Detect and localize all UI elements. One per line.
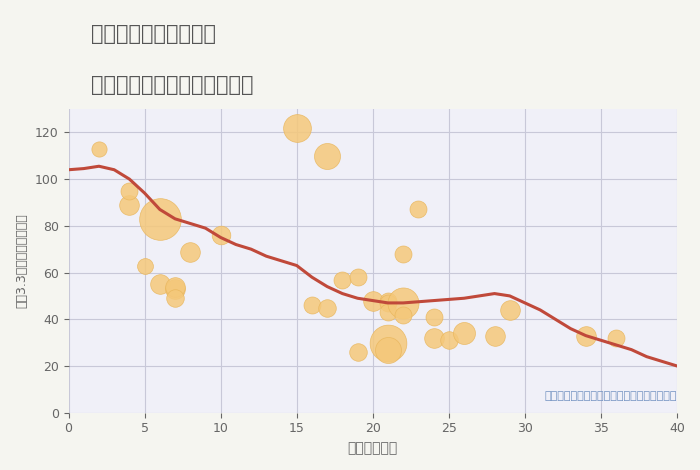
Point <box>428 334 440 342</box>
Point <box>124 187 135 195</box>
Point <box>504 306 515 313</box>
Point <box>352 274 363 281</box>
Point <box>489 332 500 339</box>
Point <box>382 346 393 353</box>
Point <box>139 262 150 269</box>
Point <box>321 152 332 159</box>
Point <box>398 299 409 306</box>
Point <box>169 285 181 293</box>
Point <box>458 329 470 337</box>
Text: 円の大きさは、取引のあった物件面積を示す: 円の大きさは、取引のあった物件面積を示す <box>545 391 677 400</box>
Point <box>382 297 393 305</box>
Point <box>428 313 440 321</box>
Y-axis label: 坪（3.3㎡）単価（万円）: 坪（3.3㎡）単価（万円） <box>15 213 28 308</box>
Point <box>443 337 454 344</box>
X-axis label: 築年数（年）: 築年数（年） <box>348 441 398 455</box>
Point <box>368 297 379 305</box>
Point <box>154 215 165 223</box>
Point <box>307 301 318 309</box>
Point <box>580 332 592 339</box>
Point <box>352 348 363 356</box>
Point <box>215 231 226 239</box>
Point <box>610 334 622 342</box>
Point <box>382 299 393 306</box>
Text: 三重県四日市市高見台: 三重県四日市市高見台 <box>91 24 216 44</box>
Point <box>169 295 181 302</box>
Point <box>154 281 165 288</box>
Point <box>185 248 196 255</box>
Point <box>398 250 409 258</box>
Point <box>413 206 424 213</box>
Point <box>321 304 332 311</box>
Point <box>337 276 348 283</box>
Point <box>291 124 302 132</box>
Point <box>124 201 135 209</box>
Point <box>169 283 181 290</box>
Text: 築年数別中古マンション価格: 築年数別中古マンション価格 <box>91 75 253 95</box>
Point <box>382 339 393 346</box>
Point <box>93 145 104 152</box>
Point <box>398 311 409 318</box>
Point <box>382 308 393 316</box>
